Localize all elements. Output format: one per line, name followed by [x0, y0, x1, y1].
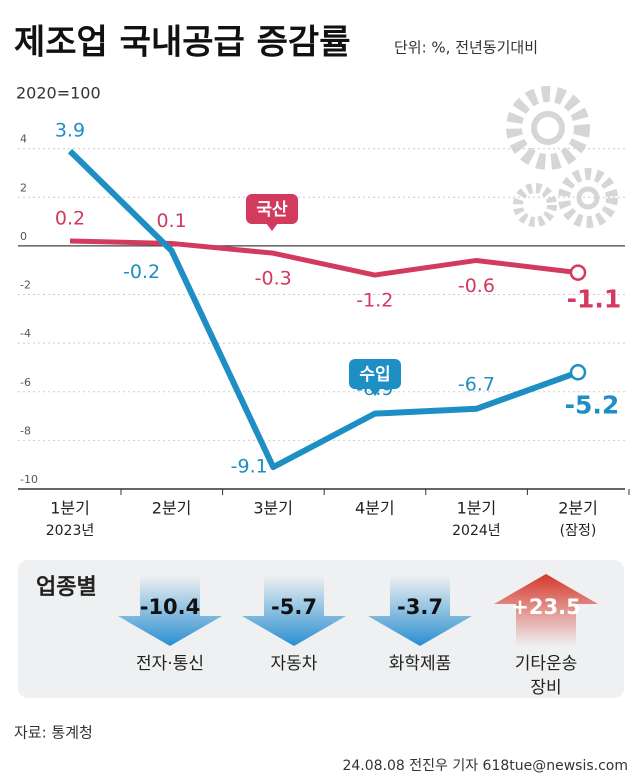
- y-tick-label: 4: [20, 133, 27, 146]
- data-label: -0.6: [458, 275, 495, 297]
- legend-label: 수입: [359, 365, 390, 385]
- breakdown-arrow: [242, 576, 346, 646]
- y-tick-label: -4: [20, 327, 31, 340]
- category-label: 화학제품: [389, 654, 452, 674]
- y-tick-label: -8: [20, 424, 31, 437]
- end-marker: [569, 364, 587, 381]
- breakdown-arrow: [494, 574, 598, 646]
- y-tick-label: -2: [20, 279, 31, 292]
- y-tick-label: 2: [20, 181, 27, 194]
- end-marker: [569, 264, 587, 281]
- data-label: 3.9: [55, 120, 85, 142]
- x-tick-sublabel: 2024년: [452, 523, 501, 539]
- data-label: -5.2: [565, 390, 620, 419]
- data-label: +23.5: [511, 595, 580, 619]
- y-tick-label: 0: [20, 230, 27, 243]
- credit: 24.08.08 전진우 기자 618tue@newsis.com: [342, 758, 628, 774]
- x-tick-label: 1분기: [50, 499, 90, 518]
- data-label: -6.7: [458, 373, 495, 395]
- x-tick-sublabel: 2023년: [46, 523, 95, 539]
- series-tag: [246, 194, 298, 224]
- data-label: -5.7: [271, 595, 317, 619]
- breakdown-title: 업종별: [36, 575, 97, 600]
- breakdown-arrow: [118, 576, 222, 646]
- legend-label: 국산: [256, 200, 288, 220]
- data-label: 0.2: [55, 208, 85, 230]
- series-line: [67, 148, 580, 471]
- data-label: -9.1: [231, 456, 268, 478]
- x-tick-label: 4분기: [355, 499, 395, 518]
- x-tick-label: 1분기: [457, 499, 497, 518]
- x-tick-label: 3분기: [253, 499, 293, 518]
- series-line: [69, 238, 579, 278]
- data-label: -3.7: [397, 595, 443, 619]
- category-label: 자동차: [271, 654, 318, 674]
- x-tick-label: 2분기: [558, 499, 598, 518]
- category-label: 전자·통신: [136, 654, 204, 674]
- series-tag-pointer: [266, 223, 278, 231]
- category-label: 장비: [530, 678, 561, 698]
- y-tick-label: -10: [20, 473, 38, 486]
- source: 자료: 통계청: [14, 724, 93, 742]
- data-label: -10.4: [140, 595, 201, 619]
- subtitle: 단위: %, 전년동기대비: [394, 39, 538, 57]
- series-tag-pointer: [369, 388, 381, 396]
- category-label: 기타운송: [515, 654, 578, 674]
- data-label: -0.2: [123, 261, 160, 283]
- series-tag: [349, 359, 401, 389]
- data-label: -0.3: [255, 268, 292, 290]
- data-label: -1.1: [567, 285, 622, 314]
- x-tick-label: 2분기: [152, 499, 192, 518]
- index-note: 2020=100: [16, 84, 101, 103]
- y-tick-label: -6: [20, 376, 31, 389]
- chart-title: 제조업 국내공급 증감률: [14, 23, 350, 63]
- gears: [506, 86, 618, 228]
- x-tick-sublabel: (잠정): [560, 523, 597, 539]
- data-label: -1.2: [356, 290, 393, 312]
- breakdown-arrow: [368, 576, 472, 646]
- data-label: 0.1: [156, 210, 186, 232]
